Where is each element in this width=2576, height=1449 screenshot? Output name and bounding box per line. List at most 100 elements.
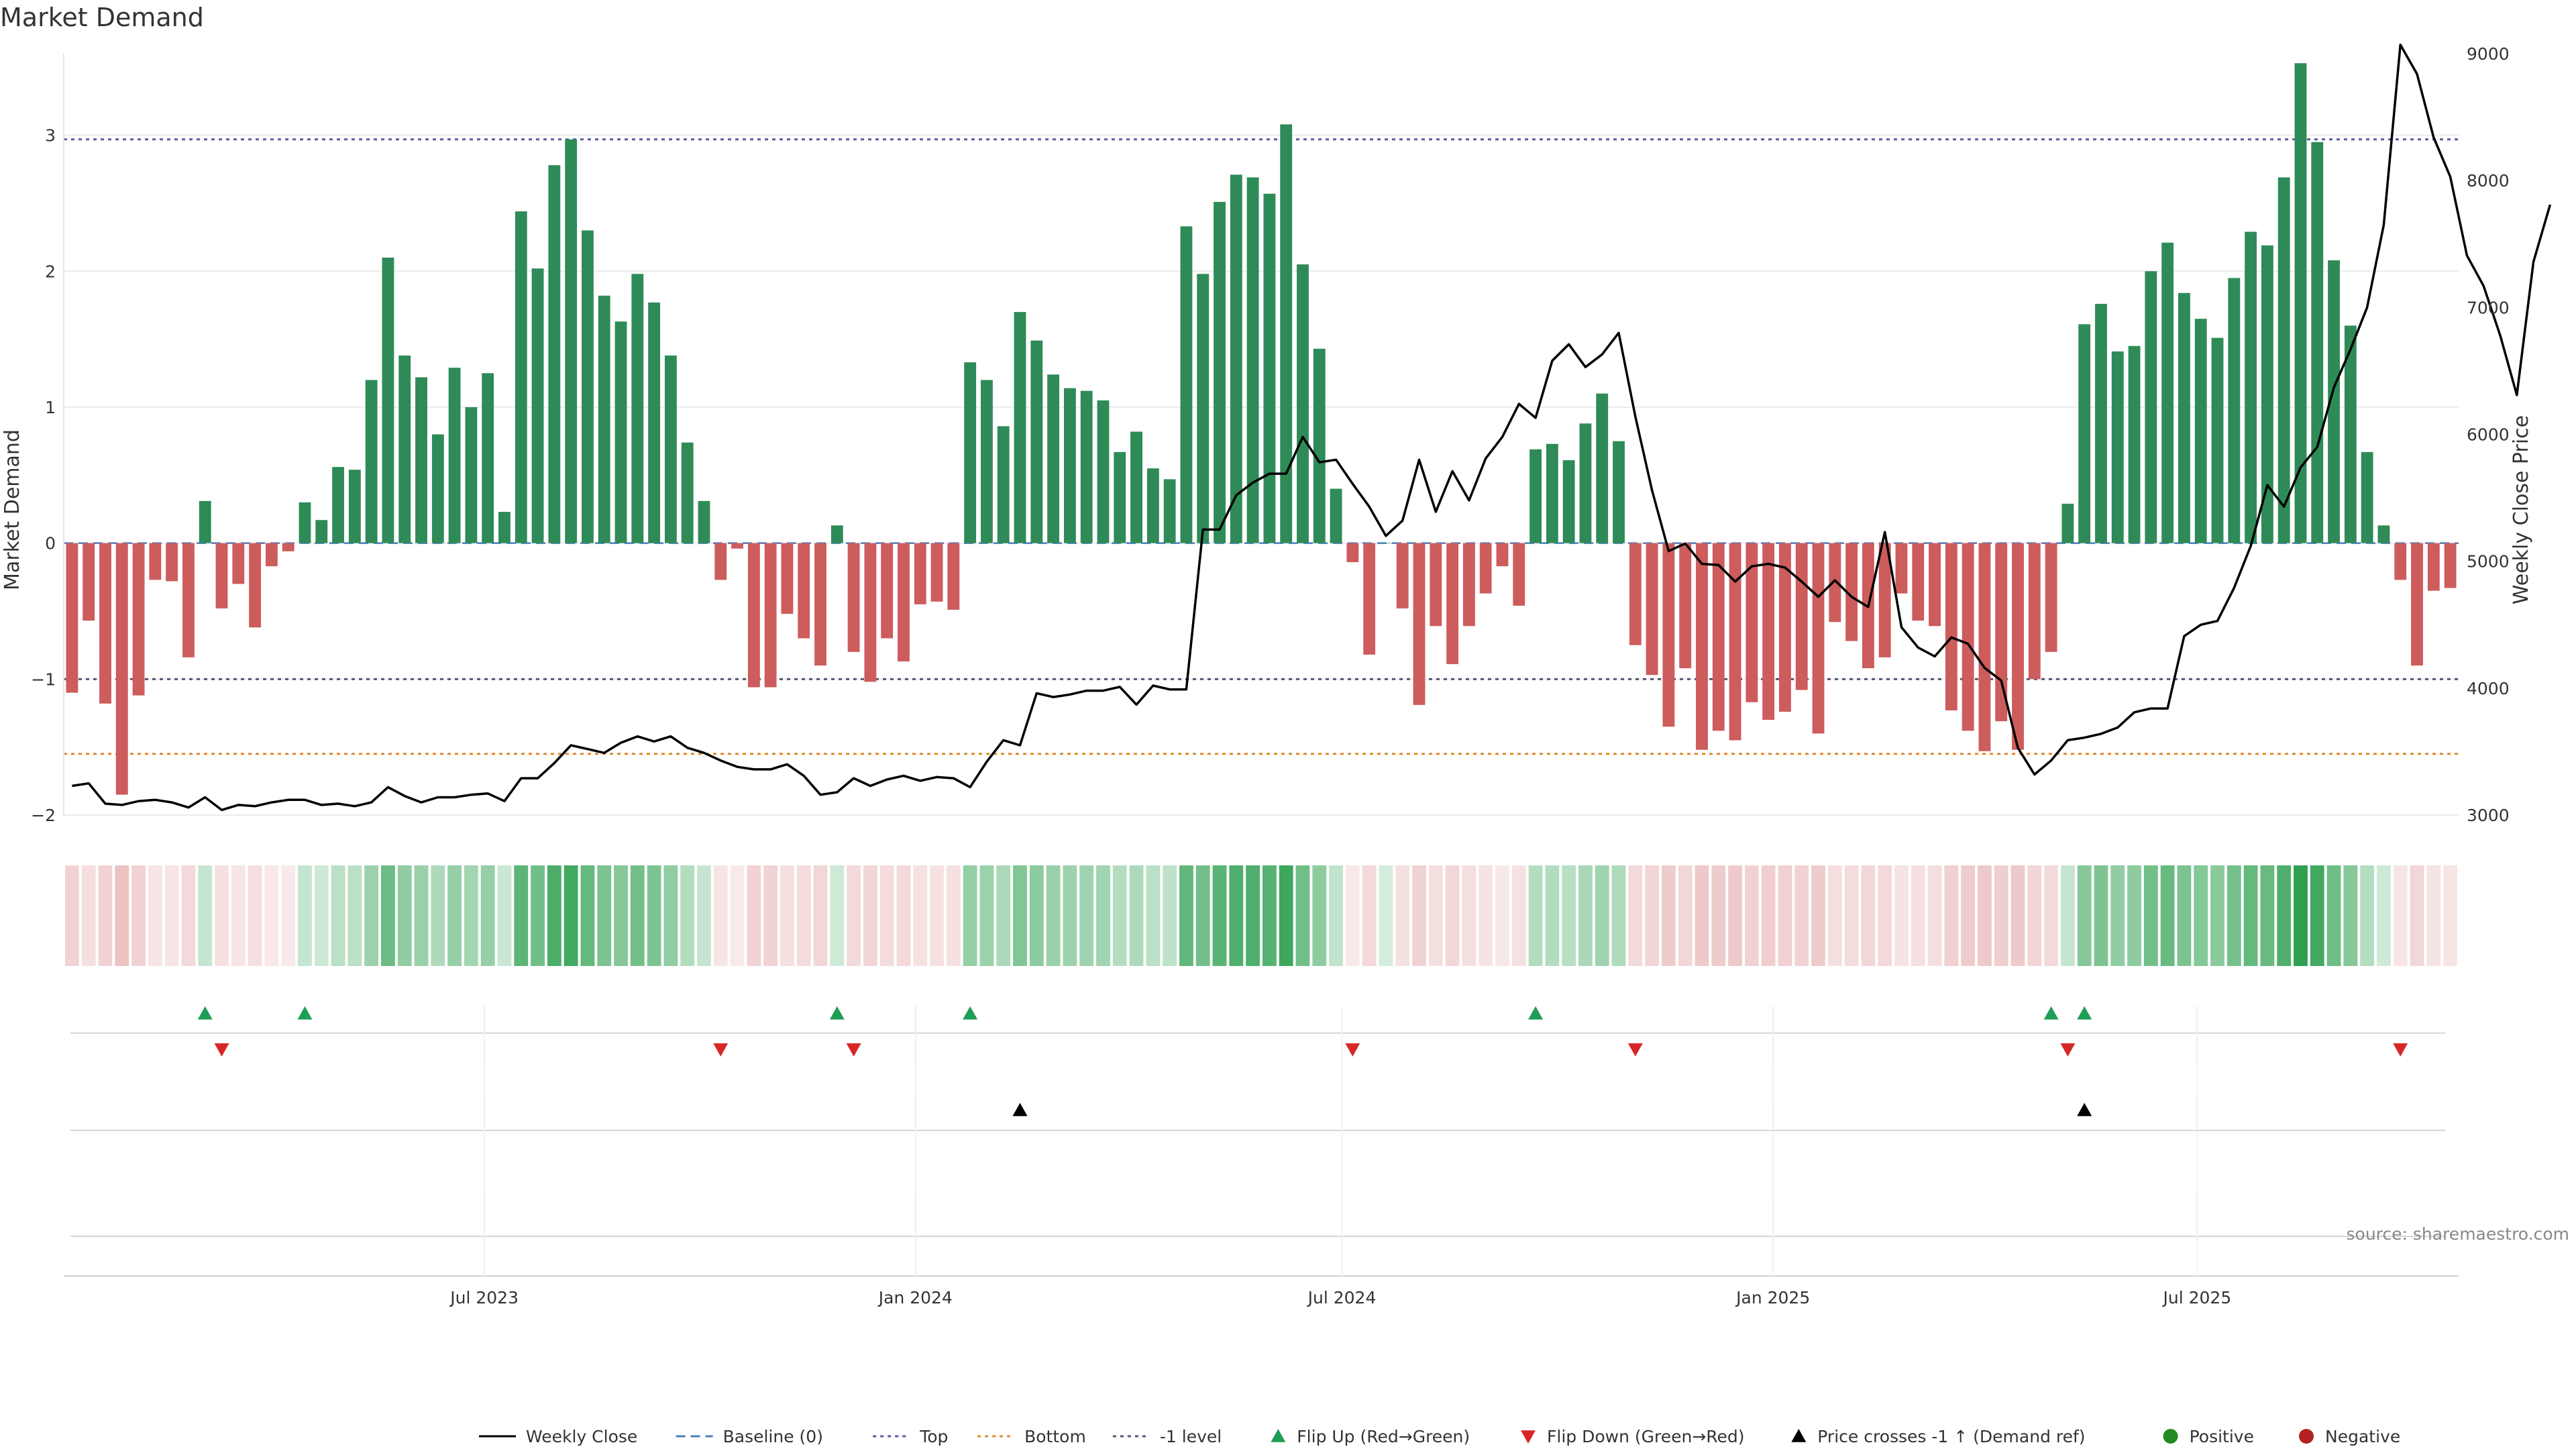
demand-bar [1679, 543, 1692, 669]
heat-cell [879, 865, 894, 966]
heat-cell [1562, 865, 1576, 966]
heat-cell [81, 865, 96, 966]
heat-cell [2377, 865, 2391, 966]
demand-bar [1346, 543, 1359, 563]
demand-bar [2294, 63, 2307, 543]
heat-cell [580, 865, 595, 966]
demand-bar [2095, 303, 2107, 543]
demand-bar [1912, 543, 1925, 621]
heat-cell [1195, 865, 1210, 966]
heat-cell [1944, 865, 1959, 966]
flip-up-marker [297, 1006, 313, 1020]
legend-item: Positive [2163, 1427, 2254, 1446]
demand-bar [1513, 543, 1525, 606]
demand-bar [565, 139, 578, 543]
demand-bar [714, 543, 727, 580]
legend-item: Negative [2299, 1427, 2400, 1446]
demand-bar [132, 543, 145, 696]
demand-bar [166, 543, 178, 582]
heat-cell [630, 865, 645, 966]
legend-item: Baseline (0) [676, 1427, 823, 1446]
heat-cell [1229, 865, 1244, 966]
heat-cell [531, 865, 545, 966]
demand-bar [398, 355, 411, 543]
demand-bar [764, 543, 777, 688]
demand-bar [1430, 543, 1442, 627]
demand-bar [1878, 543, 1891, 657]
heat-cell [198, 865, 213, 966]
heat-cell [314, 865, 329, 966]
demand-bar [365, 380, 378, 543]
demand-bar [299, 502, 311, 543]
heat-cell [1678, 865, 1693, 966]
demand-bar [215, 543, 228, 608]
flip-down-marker [713, 1043, 729, 1057]
heat-cell [497, 865, 512, 966]
flip-down-marker [2060, 1043, 2076, 1057]
demand-bar [1795, 543, 1808, 690]
y2-tick-label: 9000 [2467, 44, 2510, 64]
heat-cell [2127, 865, 2141, 966]
heat-cell [331, 865, 345, 966]
demand-bar [830, 525, 843, 543]
heat-cell [1744, 865, 1759, 966]
heat-strip [64, 865, 2458, 966]
heat-cell [2194, 865, 2208, 966]
demand-bar [2344, 325, 2357, 543]
heat-cell [381, 865, 395, 966]
heat-cell [1961, 865, 1976, 966]
demand-bar [1246, 177, 1259, 543]
demand-bar [698, 500, 710, 543]
demand-bar [2427, 543, 2440, 591]
y2-axis-title: Weekly Close Price [2510, 415, 2533, 604]
demand-bar [2161, 242, 2174, 543]
heat-cell [364, 865, 379, 966]
demand-bar [199, 500, 211, 543]
x-tick-label: Jul 2024 [1307, 1288, 1377, 1307]
demand-bar [2111, 351, 2124, 543]
legend-label: Top [919, 1427, 948, 1446]
y2-tick-label: 6000 [2467, 425, 2510, 445]
heat-cell [963, 865, 977, 966]
demand-bar [1978, 543, 1991, 751]
heat-cell [2143, 865, 2158, 966]
heat-cell [64, 865, 79, 966]
flip-up-marker [829, 1006, 845, 1020]
demand-bar [1297, 264, 1309, 543]
heat-cell [1329, 865, 1343, 966]
demand-bar [1829, 543, 1841, 623]
heat-cell [1528, 865, 1543, 966]
legend-item: Bottom [977, 1427, 1086, 1446]
demand-bar [2128, 345, 2141, 543]
demand-bar [1230, 174, 1242, 543]
heat-cell [996, 865, 1011, 966]
demand-bar [1080, 390, 1093, 543]
heat-cell [281, 865, 296, 966]
heat-cell [1827, 865, 1842, 966]
demand-bar [2411, 543, 2423, 666]
legend-item: Flip Down (Green→Red) [1521, 1427, 1745, 1446]
legend-label: Positive [2190, 1427, 2254, 1446]
heat-cell [1295, 865, 1310, 966]
demand-bar [282, 543, 294, 551]
x-tick-label: Jan 2025 [1735, 1288, 1810, 1307]
demand-bar [1696, 543, 1708, 750]
demand-bar [531, 268, 544, 543]
legend-label: Baseline (0) [723, 1427, 823, 1446]
demand-bar [415, 377, 427, 543]
heat-cell [397, 865, 412, 966]
y-tick-label: 3 [45, 126, 56, 146]
demand-bar [631, 274, 644, 543]
demand-bar [964, 362, 977, 543]
legend-label: Flip Down (Green→Red) [1547, 1427, 1745, 1446]
heat-cell [1362, 865, 1377, 966]
heat-cell [164, 865, 179, 966]
heat-cell [115, 865, 129, 966]
heat-cell [431, 865, 445, 966]
demand-bar [1396, 543, 1409, 608]
flip-up-marker [1528, 1006, 1544, 1020]
heat-cell [1063, 865, 1077, 966]
demand-bar [83, 543, 95, 621]
heat-cell [298, 865, 312, 966]
heat-cell [1179, 865, 1193, 966]
